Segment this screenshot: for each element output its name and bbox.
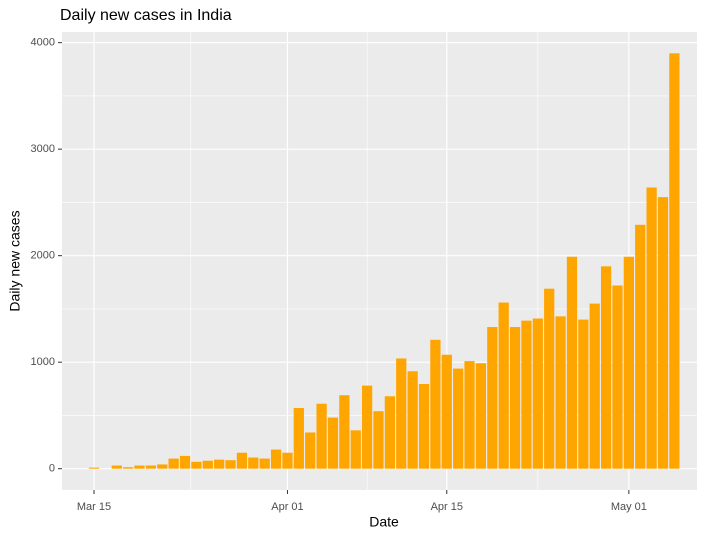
bar bbox=[407, 371, 418, 469]
x-tick-label: May 01 bbox=[611, 501, 647, 513]
x-axis-title: Date bbox=[369, 514, 399, 530]
bar bbox=[327, 417, 339, 469]
bar bbox=[270, 449, 282, 469]
bar bbox=[168, 458, 179, 469]
bar bbox=[179, 455, 191, 469]
bar bbox=[487, 327, 498, 469]
grid bbox=[62, 32, 697, 490]
bar bbox=[418, 384, 430, 469]
bar bbox=[248, 457, 259, 469]
chart-title: Daily new cases in India bbox=[60, 7, 232, 24]
bar bbox=[202, 460, 213, 469]
x-tick-label: Apr 15 bbox=[431, 501, 463, 513]
y-tick-label: 4000 bbox=[31, 37, 55, 49]
y-tick-label: 3000 bbox=[31, 143, 55, 155]
bar bbox=[464, 361, 475, 469]
bar bbox=[669, 53, 680, 469]
bar bbox=[600, 266, 612, 469]
bar bbox=[123, 467, 134, 469]
bar bbox=[88, 467, 100, 469]
bar bbox=[521, 320, 532, 469]
bar bbox=[384, 396, 396, 469]
bars bbox=[88, 53, 680, 469]
bar bbox=[453, 368, 464, 469]
bar bbox=[350, 430, 361, 469]
bar bbox=[191, 461, 202, 469]
bar bbox=[623, 256, 634, 469]
bar bbox=[293, 407, 304, 469]
bar bbox=[111, 465, 122, 469]
bar bbox=[157, 464, 168, 469]
bar bbox=[657, 197, 669, 469]
bar bbox=[441, 354, 452, 469]
bar bbox=[361, 385, 373, 469]
bar bbox=[578, 319, 589, 469]
bar bbox=[566, 256, 578, 469]
bar bbox=[396, 358, 407, 469]
bar bbox=[555, 316, 566, 469]
bar bbox=[316, 403, 327, 469]
bar bbox=[373, 411, 384, 469]
bar bbox=[282, 452, 293, 469]
y-tick-label: 2000 bbox=[31, 250, 55, 262]
bar bbox=[236, 452, 248, 469]
x-tick-label: Mar 15 bbox=[77, 501, 111, 513]
x-tick-label: Apr 01 bbox=[271, 501, 303, 513]
bar bbox=[544, 288, 555, 469]
y-tick-label: 1000 bbox=[31, 356, 55, 368]
bar bbox=[225, 460, 236, 469]
bar bbox=[259, 458, 270, 469]
bar bbox=[612, 285, 623, 469]
bar bbox=[145, 465, 157, 469]
bar bbox=[646, 187, 657, 469]
bar bbox=[430, 339, 441, 469]
bar bbox=[635, 224, 646, 469]
bar bbox=[498, 302, 509, 469]
bar bbox=[475, 363, 487, 469]
bar bbox=[589, 303, 600, 469]
y-axis-title: Daily new cases bbox=[7, 210, 23, 311]
bar bbox=[305, 432, 316, 469]
bar bbox=[134, 465, 145, 469]
bar bbox=[532, 318, 543, 469]
y-tick-label: 0 bbox=[49, 463, 55, 475]
bar bbox=[214, 459, 225, 469]
bar bbox=[509, 327, 521, 469]
bar bbox=[339, 395, 350, 469]
